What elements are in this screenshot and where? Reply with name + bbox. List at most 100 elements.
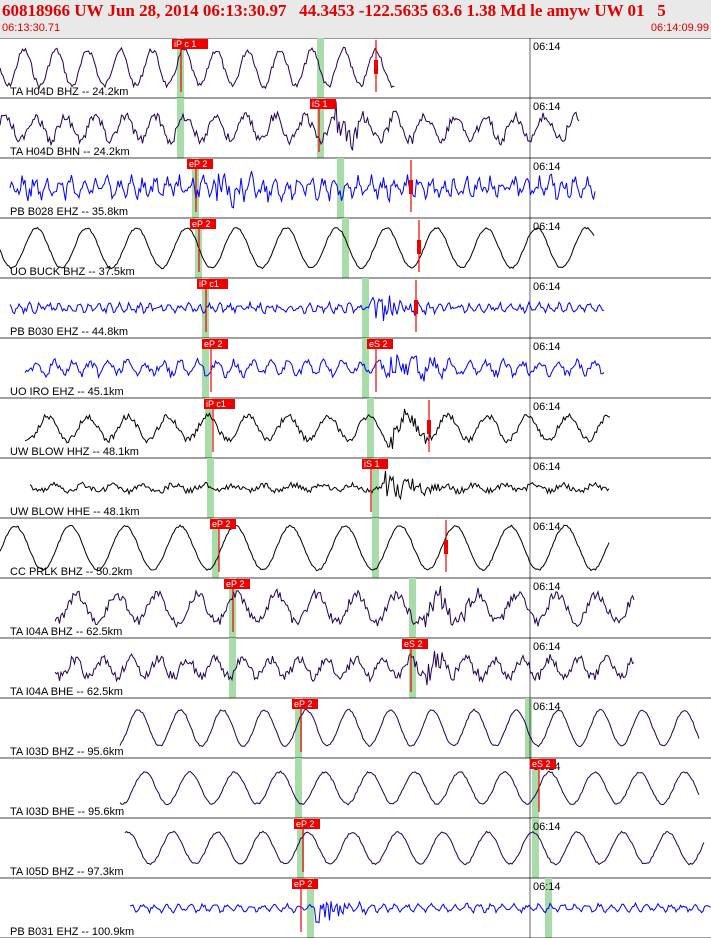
trace-row[interactable]: 06:14 iP c1 PB B030 EHZ -- 44.8km xyxy=(0,278,711,339)
trace-row[interactable]: 06:14 eP 2 PB B028 EHZ -- 35.8km xyxy=(0,158,711,219)
time-mark-label: 06:14 xyxy=(533,41,561,53)
pick-flag[interactable] xyxy=(190,219,216,229)
waveform xyxy=(0,46,395,91)
time-mark-label: 06:14 xyxy=(533,281,561,293)
waveform xyxy=(29,470,610,501)
pick-flag[interactable] xyxy=(204,399,235,409)
pick-window xyxy=(295,758,302,818)
pick-window xyxy=(297,818,304,878)
pick-window xyxy=(295,698,302,758)
pick-marker[interactable] xyxy=(414,300,418,314)
pick-window xyxy=(367,398,374,458)
pick-window xyxy=(409,638,416,698)
trace-row[interactable]: 06:14 iP c1 UW BLOW HHZ -- 48.1km xyxy=(0,398,711,459)
pick-window xyxy=(207,458,214,518)
time-mark-label: 06:14 xyxy=(533,881,561,893)
waveform xyxy=(54,650,635,686)
pick-flag[interactable] xyxy=(202,339,228,349)
trace-row[interactable]: 06:14 eP 2 TA I04A BHZ -- 62.5km xyxy=(0,578,711,639)
pick-flag[interactable] xyxy=(210,519,236,529)
trace-row[interactable]: 06:14 iS 1 UW BLOW HHE -- 48.1km xyxy=(0,458,711,519)
time-mark-label: 06:14 xyxy=(533,401,561,413)
pick-label: eP 2 xyxy=(294,699,312,709)
pick-window xyxy=(532,758,539,818)
waveform xyxy=(24,354,605,382)
station-label: TA H04D BHN -- 24.2km xyxy=(10,146,130,158)
pick-flag[interactable] xyxy=(292,879,318,889)
pick-window xyxy=(202,338,209,398)
pick-window xyxy=(307,878,314,938)
waveform xyxy=(0,524,610,572)
pick-flag[interactable] xyxy=(294,819,320,829)
waveform xyxy=(124,830,705,866)
pick-label: iP c1 xyxy=(206,399,226,409)
waveform xyxy=(0,226,595,270)
waveform xyxy=(54,585,635,628)
station-label: PB B028 EHZ -- 35.8km xyxy=(10,206,128,218)
pick-label: eP 2 xyxy=(212,519,230,529)
trace-row[interactable]: 06:14 eP 2 TA I03D BHZ -- 95.6km xyxy=(0,698,711,759)
station-label: TA I03D BHE -- 95.6km xyxy=(10,806,124,818)
pick-marker[interactable] xyxy=(374,60,378,74)
waveform xyxy=(119,770,700,806)
pick-flag[interactable] xyxy=(362,459,388,469)
trace-row[interactable]: 06:14 eP 2 eS 2 UO IRO EHZ -- 45.1km xyxy=(0,338,711,399)
time-mark-label: 06:14 xyxy=(533,581,561,593)
trace-row[interactable]: 06:14 eP 2 PB B031 EHZ -- 100.9km xyxy=(0,878,711,938)
pick-window xyxy=(337,158,344,218)
time-mark-label: 06:14 xyxy=(533,821,561,833)
start-time: 06:13:30.71 xyxy=(2,22,61,34)
station-label: UW BLOW HHE -- 48.1km xyxy=(10,506,140,518)
pick-label: iP c 1 xyxy=(174,39,196,49)
station-label: TA H04D BHZ -- 24.2km xyxy=(10,86,128,98)
time-mark-label: 06:14 xyxy=(533,521,561,533)
pick-window xyxy=(532,818,539,878)
pick-label: iP c1 xyxy=(199,279,219,289)
pick-label: iS 1 xyxy=(312,99,328,109)
pick-marker[interactable] xyxy=(409,180,413,194)
trace-row[interactable]: 06:14 eP 2 UO BUCK BHZ -- 37.5km xyxy=(0,218,711,279)
pick-label: eP 2 xyxy=(189,159,207,169)
event-header: 60818966 UW Jun 28, 2014 06:13:30.97 44.… xyxy=(0,0,711,39)
pick-marker[interactable] xyxy=(427,420,431,434)
pick-window xyxy=(317,38,324,98)
pick-label: eP 2 xyxy=(294,879,312,889)
station-label: UW BLOW HHZ -- 48.1km xyxy=(10,446,139,458)
waveform xyxy=(119,708,700,748)
event-title: 60818966 UW Jun 28, 2014 06:13:30.97 44.… xyxy=(2,1,666,20)
pick-label: iS 1 xyxy=(364,459,380,469)
trace-row[interactable]: 06:14 eP 2 CC PRLK BHZ -- 50.2km xyxy=(0,518,711,579)
pick-window xyxy=(205,398,212,458)
time-mark-label: 06:14 xyxy=(533,101,561,113)
waveform xyxy=(9,170,596,209)
pick-label: eP 2 xyxy=(192,219,210,229)
time-mark-label: 06:14 xyxy=(533,161,561,173)
pick-window xyxy=(212,518,219,578)
pick-window xyxy=(229,638,236,698)
pick-marker[interactable] xyxy=(417,240,421,254)
pick-flag[interactable] xyxy=(197,279,228,289)
pick-flag[interactable] xyxy=(292,699,318,709)
pick-flag[interactable] xyxy=(310,99,336,109)
time-mark-label: 06:14 xyxy=(533,641,561,653)
waveform xyxy=(0,101,580,151)
pick-flag[interactable] xyxy=(367,339,393,349)
trace-row[interactable]: 06:14 eS 2 TA I04A BHE -- 62.5km xyxy=(0,638,711,699)
pick-flag[interactable] xyxy=(402,639,428,649)
station-label: CC PRLK BHZ -- 50.2km xyxy=(10,566,132,578)
pick-window xyxy=(317,98,324,158)
trace-row[interactable]: 06:14 eP 2 TA I05D BHZ -- 97.3km xyxy=(0,818,711,879)
pick-marker[interactable] xyxy=(444,540,448,554)
pick-label: eS 2 xyxy=(404,639,423,649)
pick-window xyxy=(177,98,184,158)
waveform xyxy=(9,295,605,322)
pick-flag[interactable] xyxy=(187,159,213,169)
pick-flag[interactable] xyxy=(172,39,208,49)
trace-row[interactable]: 06:14 iP c 1 TA H04D BHZ -- 24.2km xyxy=(0,38,711,99)
pick-window xyxy=(525,698,532,758)
pick-flag[interactable] xyxy=(530,759,556,769)
pick-flag[interactable] xyxy=(224,579,250,589)
trace-row[interactable]: 06:14 iS 1 TA H04D BHN -- 24.2km xyxy=(0,98,711,159)
station-label: TA I03D BHZ -- 95.6km xyxy=(10,746,124,758)
